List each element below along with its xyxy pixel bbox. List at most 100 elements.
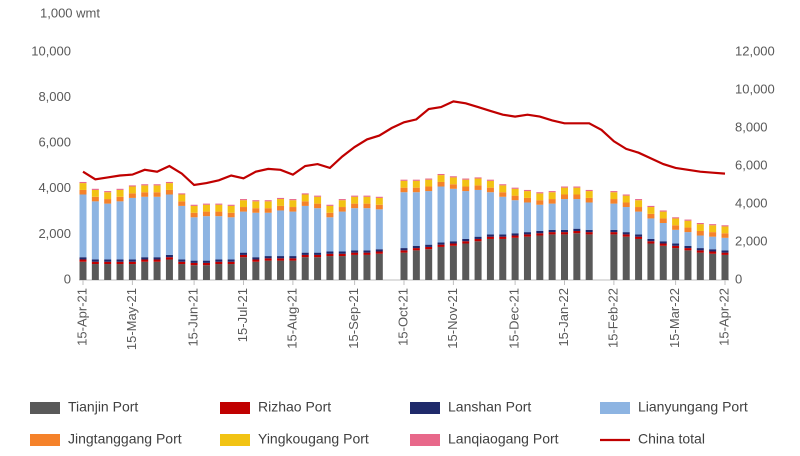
bar-segment	[326, 253, 334, 257]
bar-segment	[449, 177, 457, 185]
bar-segment	[425, 246, 433, 250]
bar-segment	[326, 217, 334, 252]
bar-segment	[561, 186, 568, 188]
bar-segment	[647, 207, 655, 214]
bar-segment	[561, 234, 568, 280]
bar-segment	[277, 210, 285, 257]
bar-segment	[240, 207, 247, 212]
bar-segment	[721, 225, 729, 227]
bar-segment	[622, 195, 630, 203]
bar-segment	[178, 194, 186, 202]
bar-segment	[240, 200, 247, 208]
bar-segment	[696, 250, 704, 253]
bar-segment	[647, 218, 655, 239]
y2-tick-label: 6,000	[735, 157, 768, 172]
bar-segment	[425, 191, 433, 245]
bar-segment	[128, 185, 136, 187]
bar-segment	[116, 188, 124, 190]
bar-segment	[165, 194, 173, 255]
bar-segment	[190, 212, 198, 218]
x-tick-label: 15-Feb-22	[605, 288, 620, 348]
bar-segment	[165, 181, 173, 184]
bar-segment	[548, 192, 556, 200]
bar-segment	[499, 236, 507, 239]
bar-segment	[672, 248, 680, 280]
bar-segment	[412, 179, 420, 181]
x-tick-label: 15-Sep-21	[346, 288, 361, 349]
bar-segment	[227, 212, 235, 218]
bar-segment	[252, 200, 260, 202]
bar-segment	[153, 196, 161, 258]
bar-segment	[202, 216, 210, 261]
bar-segment	[585, 229, 593, 233]
legend-label: Lanqiaogang Port	[448, 431, 559, 447]
bar-segment	[252, 201, 260, 209]
y2-tick-label: 12,000	[735, 43, 775, 58]
bar-segment	[721, 233, 729, 238]
bar-segment	[375, 249, 383, 252]
bar-segment	[425, 186, 433, 192]
bar-segment	[301, 201, 309, 206]
bar-segment	[375, 196, 383, 198]
bar-segment	[400, 250, 408, 253]
bar-segment	[202, 203, 210, 205]
bar-segment	[178, 264, 186, 280]
legend-label: Tianjin Port	[68, 399, 138, 415]
bar-segment	[202, 211, 210, 217]
bar-segment	[462, 179, 470, 187]
bar-segment	[573, 186, 581, 188]
bar-segment	[141, 192, 149, 197]
bar-segment	[178, 259, 186, 262]
bar-segment	[610, 234, 618, 280]
bar-segment	[400, 179, 408, 181]
bar-segment	[622, 194, 630, 196]
bar-segment	[326, 251, 334, 254]
bar-segment	[264, 208, 272, 213]
bar-segment	[474, 189, 482, 237]
bar-segment	[338, 207, 346, 212]
bar-segment	[499, 192, 507, 197]
bar-segment	[548, 199, 556, 204]
bar-segment	[227, 204, 235, 206]
bar-segment	[400, 252, 408, 280]
bar-segment	[610, 232, 618, 235]
bar-segment	[486, 179, 494, 181]
bar-segment	[573, 228, 581, 231]
bar-segment	[523, 191, 531, 198]
bar-segment	[684, 220, 692, 228]
x-tick-label: 15-Nov-21	[445, 288, 460, 349]
bar-segment	[338, 199, 346, 201]
bar-segment	[462, 191, 470, 239]
bar-segment	[437, 181, 445, 187]
x-tick-label: 15-Dec-21	[507, 288, 522, 349]
bar-segment	[264, 256, 272, 259]
x-tick-label: 15-Apr-22	[716, 288, 731, 346]
bar-segment	[91, 188, 99, 190]
bar-segment	[486, 187, 494, 193]
bar-segment	[523, 202, 531, 233]
bar-segment	[449, 188, 457, 242]
bar-segment	[215, 264, 223, 280]
bar-segment	[314, 208, 322, 253]
bar-segment	[91, 201, 99, 260]
bar-segment	[153, 259, 161, 262]
bar-segment	[573, 233, 581, 280]
bar-segment	[536, 233, 544, 236]
bar-segment	[709, 232, 717, 237]
bar-segment	[647, 205, 655, 208]
bar-segment	[437, 246, 445, 280]
bar-segment	[128, 264, 136, 280]
bar-segment	[252, 208, 260, 213]
legend-label: Yingkougang Port	[258, 431, 369, 447]
bar-segment	[215, 259, 223, 262]
bar-segment	[709, 249, 717, 252]
bar-segment	[79, 181, 87, 184]
bar-segment	[351, 208, 359, 251]
bar-segment	[511, 237, 519, 280]
bar-segment	[437, 242, 445, 245]
y-tick-label: 8,000	[38, 89, 71, 104]
bar-segment	[659, 211, 667, 219]
bar-segment	[128, 261, 136, 265]
legend-label: China total	[638, 431, 705, 447]
bar-segment	[91, 196, 99, 202]
